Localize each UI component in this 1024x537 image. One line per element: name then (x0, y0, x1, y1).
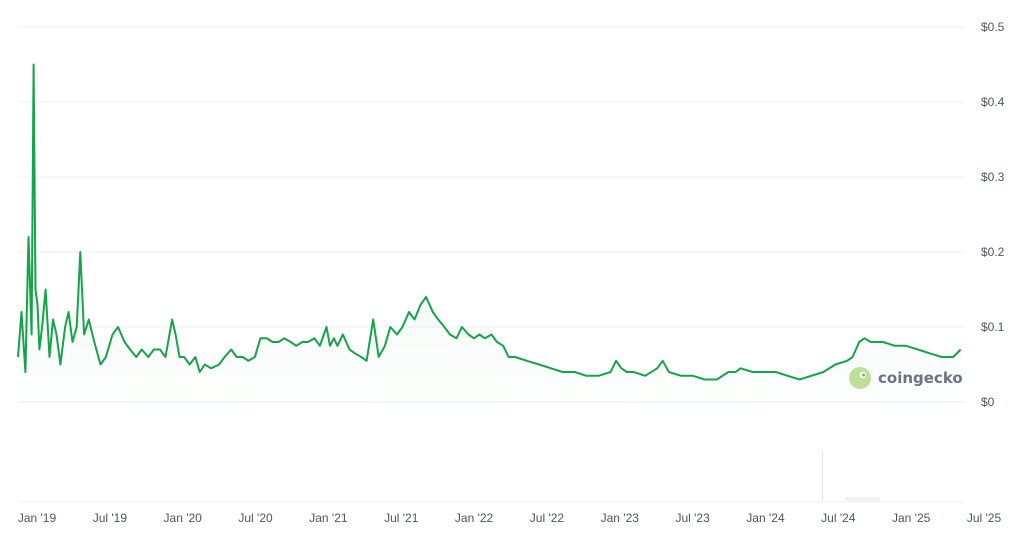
gecko-logo-icon (849, 367, 871, 389)
x-tick-label: Jul '23 (675, 511, 710, 525)
y-axis-ticks: $0 $0.1 $0.2 $0.3 $0.4 $0.5 (981, 20, 1005, 409)
x-tick-label: Jul '25 (967, 511, 1002, 525)
x-axis-ticks: Jan '19 Jul '19 Jan '20 Jul '20 Jan '21 Jul '… (18, 511, 1002, 525)
x-tick-label: Jul '22 (530, 511, 565, 525)
x-tick-label: Jul '19 (93, 511, 128, 525)
y-tick-label: $0.1 (981, 320, 1005, 334)
price-area-fill (18, 64, 961, 402)
x-tick-label: Jul '21 (384, 511, 419, 525)
watermark-text: coingecko (878, 369, 963, 387)
price-line (17, 63, 962, 381)
x-tick-label: Jan '23 (601, 511, 640, 525)
x-tick-label: Jan '20 (164, 511, 203, 525)
y-tick-label: $0.2 (981, 245, 1005, 259)
volume-bar (822, 450, 823, 502)
x-tick-label: Jul '24 (821, 511, 856, 525)
y-tick-label: $0.3 (981, 170, 1005, 184)
y-tick-label: $0.4 (981, 95, 1005, 109)
x-tick-label: Jan '24 (746, 511, 785, 525)
x-tick-label: Jan '25 (892, 511, 931, 525)
y-tick-label: $0.5 (981, 20, 1005, 34)
coingecko-watermark: coingecko (849, 367, 963, 389)
volume-bar (845, 497, 880, 501)
y-tick-label: $0 (981, 395, 995, 409)
x-tick-label: Jan '22 (455, 511, 494, 525)
x-tick-label: Jul '20 (238, 511, 273, 525)
x-tick-label: Jan '19 (18, 511, 57, 525)
x-tick-label: Jan '21 (309, 511, 348, 525)
